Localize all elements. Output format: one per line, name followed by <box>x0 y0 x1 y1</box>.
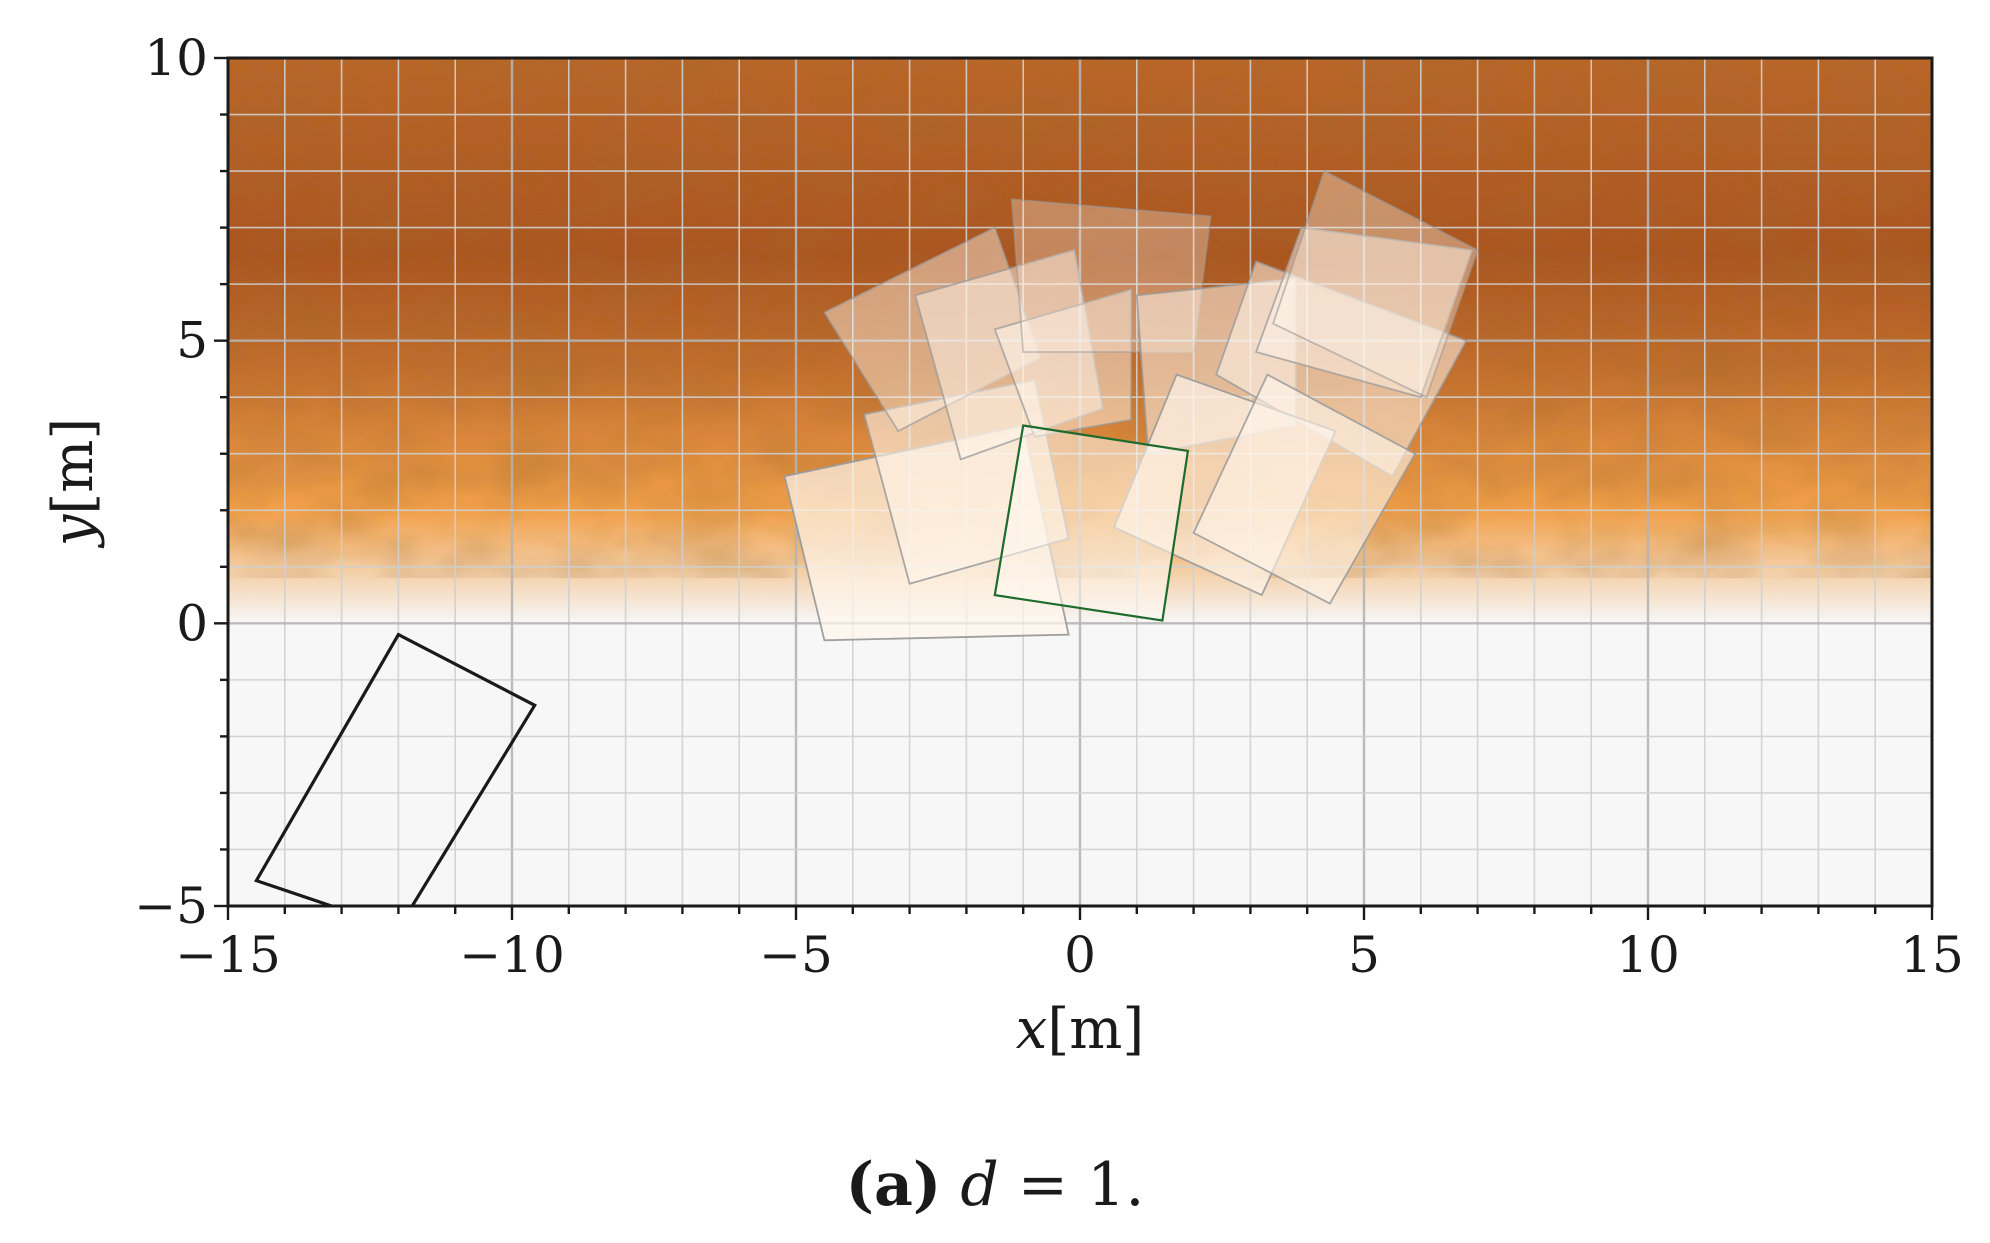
x-axis-label-unit: [m] <box>1047 997 1144 1062</box>
y-tick-label: 5 <box>176 312 208 370</box>
x-tick-label: 5 <box>1348 926 1380 984</box>
caption-rest: = 1. <box>999 1150 1145 1220</box>
y-axis-label-var: y <box>41 513 106 549</box>
y-tick-label: 0 <box>176 594 208 652</box>
vehicle-group <box>254 632 537 906</box>
sensor-footprint <box>993 288 1132 438</box>
x-tick-label: 15 <box>1900 926 1964 984</box>
x-tick-label: 0 <box>1064 926 1096 984</box>
grid-lines <box>228 58 1932 906</box>
y-axis-label: y[m] <box>41 418 106 549</box>
caption-label: (a) <box>846 1150 942 1220</box>
caption-var: d <box>960 1150 998 1220</box>
x-tick-label: 10 <box>1616 926 1680 984</box>
x-tick-label: −5 <box>759 926 833 984</box>
current-footprint <box>993 424 1190 622</box>
y-axis-ticks: −5 0 5 10 <box>134 29 228 935</box>
sensor-footprint <box>1271 169 1479 399</box>
vehicle-outline <box>254 632 537 906</box>
plot-area <box>228 58 1932 906</box>
current-footprint-group <box>993 424 1190 622</box>
x-tick-label: −15 <box>175 926 281 984</box>
x-tick-label: −10 <box>459 926 565 984</box>
sensor-footprint <box>1192 373 1417 605</box>
y-tick-label: −5 <box>134 877 208 935</box>
x-axis-label-var: x <box>1016 997 1048 1062</box>
x-axis-label: x[m] <box>1016 997 1144 1062</box>
sensor-footprint <box>1254 226 1474 399</box>
y-tick-label: 10 <box>144 29 208 87</box>
figure-caption: (a) d = 1. <box>846 1150 1145 1220</box>
x-axis-ticks: −15 −10 −5 0 5 10 15 <box>175 906 1964 984</box>
y-axis-label-unit: [m] <box>41 418 106 515</box>
